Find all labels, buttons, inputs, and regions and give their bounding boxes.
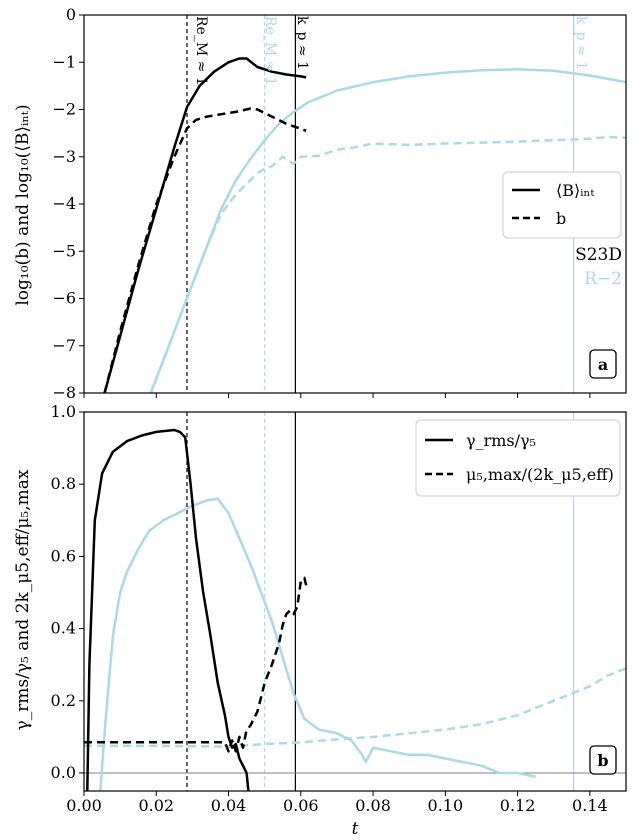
legend-a-entry-0: ⟨B⟩ᵢₙₜ [556,181,594,200]
panel-a-ytick-label: −3 [52,147,76,166]
run-label-r2: R−2 [584,269,622,289]
panel-a-frame [83,14,627,394]
panel-a-ytick-label: −7 [52,336,76,355]
panel-a-ytick-label: −5 [52,241,76,260]
panel-b-series-3 [84,667,626,748]
panel-a-ytick-label: −1 [52,52,76,71]
svg-text:a: a [598,355,608,374]
panel-a-ytick-label: −4 [52,194,76,213]
panel-b-frame [83,411,627,792]
panel-b-series-0 [86,428,250,791]
panel-a-ytick-label: −2 [52,100,76,119]
legend-a-entry-1: b [556,209,566,228]
panel-a-series-0 [103,57,307,393]
panel-a-ytick-label: 0 [66,5,76,24]
xtick-label: 0.12 [500,796,536,815]
annotation-kp-s23d: k_p ≈ 1 [294,16,310,70]
panel-b-ytick-label: 0.4 [51,619,76,638]
panel-b-label: b [589,745,617,775]
xtick-label: 0.04 [211,796,247,815]
xtick-label: 0.06 [283,796,319,815]
legend-a: ⟨B⟩ᵢₙₜ b [502,171,622,239]
panel-a-ytick-label: −6 [52,289,76,308]
legend-b-entry-1: μ₅,max/(2k_μ5,eff) [466,465,614,484]
panel-a: log₁₀(b) and log₁₀(⟨B⟩ᵢₙₜ) 0 −1 −2 −3 −4 −5 −6… [13,5,627,402]
panel-a-ytick-label: −8 [52,383,76,402]
panel-b-ytick-label: 0.2 [51,691,76,710]
run-label-s23d: S23D [575,245,622,265]
annotation-rem-s23d: Re_M ≈ 1 [193,16,209,86]
panel-b-series-1 [84,576,308,753]
annotation-kp-r2: k_p ≈ 1 [573,16,589,70]
xtick-label: 0.14 [572,796,608,815]
panel-b: γ_rms/γ₅ and 2k_μ5,eff/μ₅,max 0.0 0.2 0.4 0… [13,402,627,796]
panel-b-series-2 [99,497,536,791]
svg-text:b: b [597,751,608,770]
legend-b: γ_rms/γ₅ μ₅,max/(2k_μ5,eff) [415,419,621,497]
panel-b-ytick-label: 0.6 [51,546,76,565]
panel-b-ytick-label: 0.8 [51,474,76,493]
xtick-label: 0.02 [138,796,174,815]
xtick-label: 0.08 [355,796,391,815]
panel-a-series-2 [149,68,626,393]
panel-b-y-axis-label: γ_rms/γ₅ and 2k_μ5,eff/μ₅,max [13,469,33,730]
annotation-rem-r2: Re_M ≈ 1 [262,16,278,86]
panel-a-y-axis-label: log₁₀(b) and log₁₀(⟨B⟩ᵢₙₜ) [13,104,33,305]
xtick-label: 0.10 [428,796,464,815]
panel-b-ytick-label: 1.0 [51,402,76,421]
x-axis-label: t [352,819,359,839]
legend-b-entry-0: γ_rms/γ₅ [466,431,536,450]
xtick-label: 0.00 [66,796,102,815]
panel-a-series-1 [103,107,307,393]
panel-a-series-3 [149,135,626,393]
panel-a-label: a [589,349,617,379]
panel-b-ytick-label: 0.0 [51,763,76,782]
